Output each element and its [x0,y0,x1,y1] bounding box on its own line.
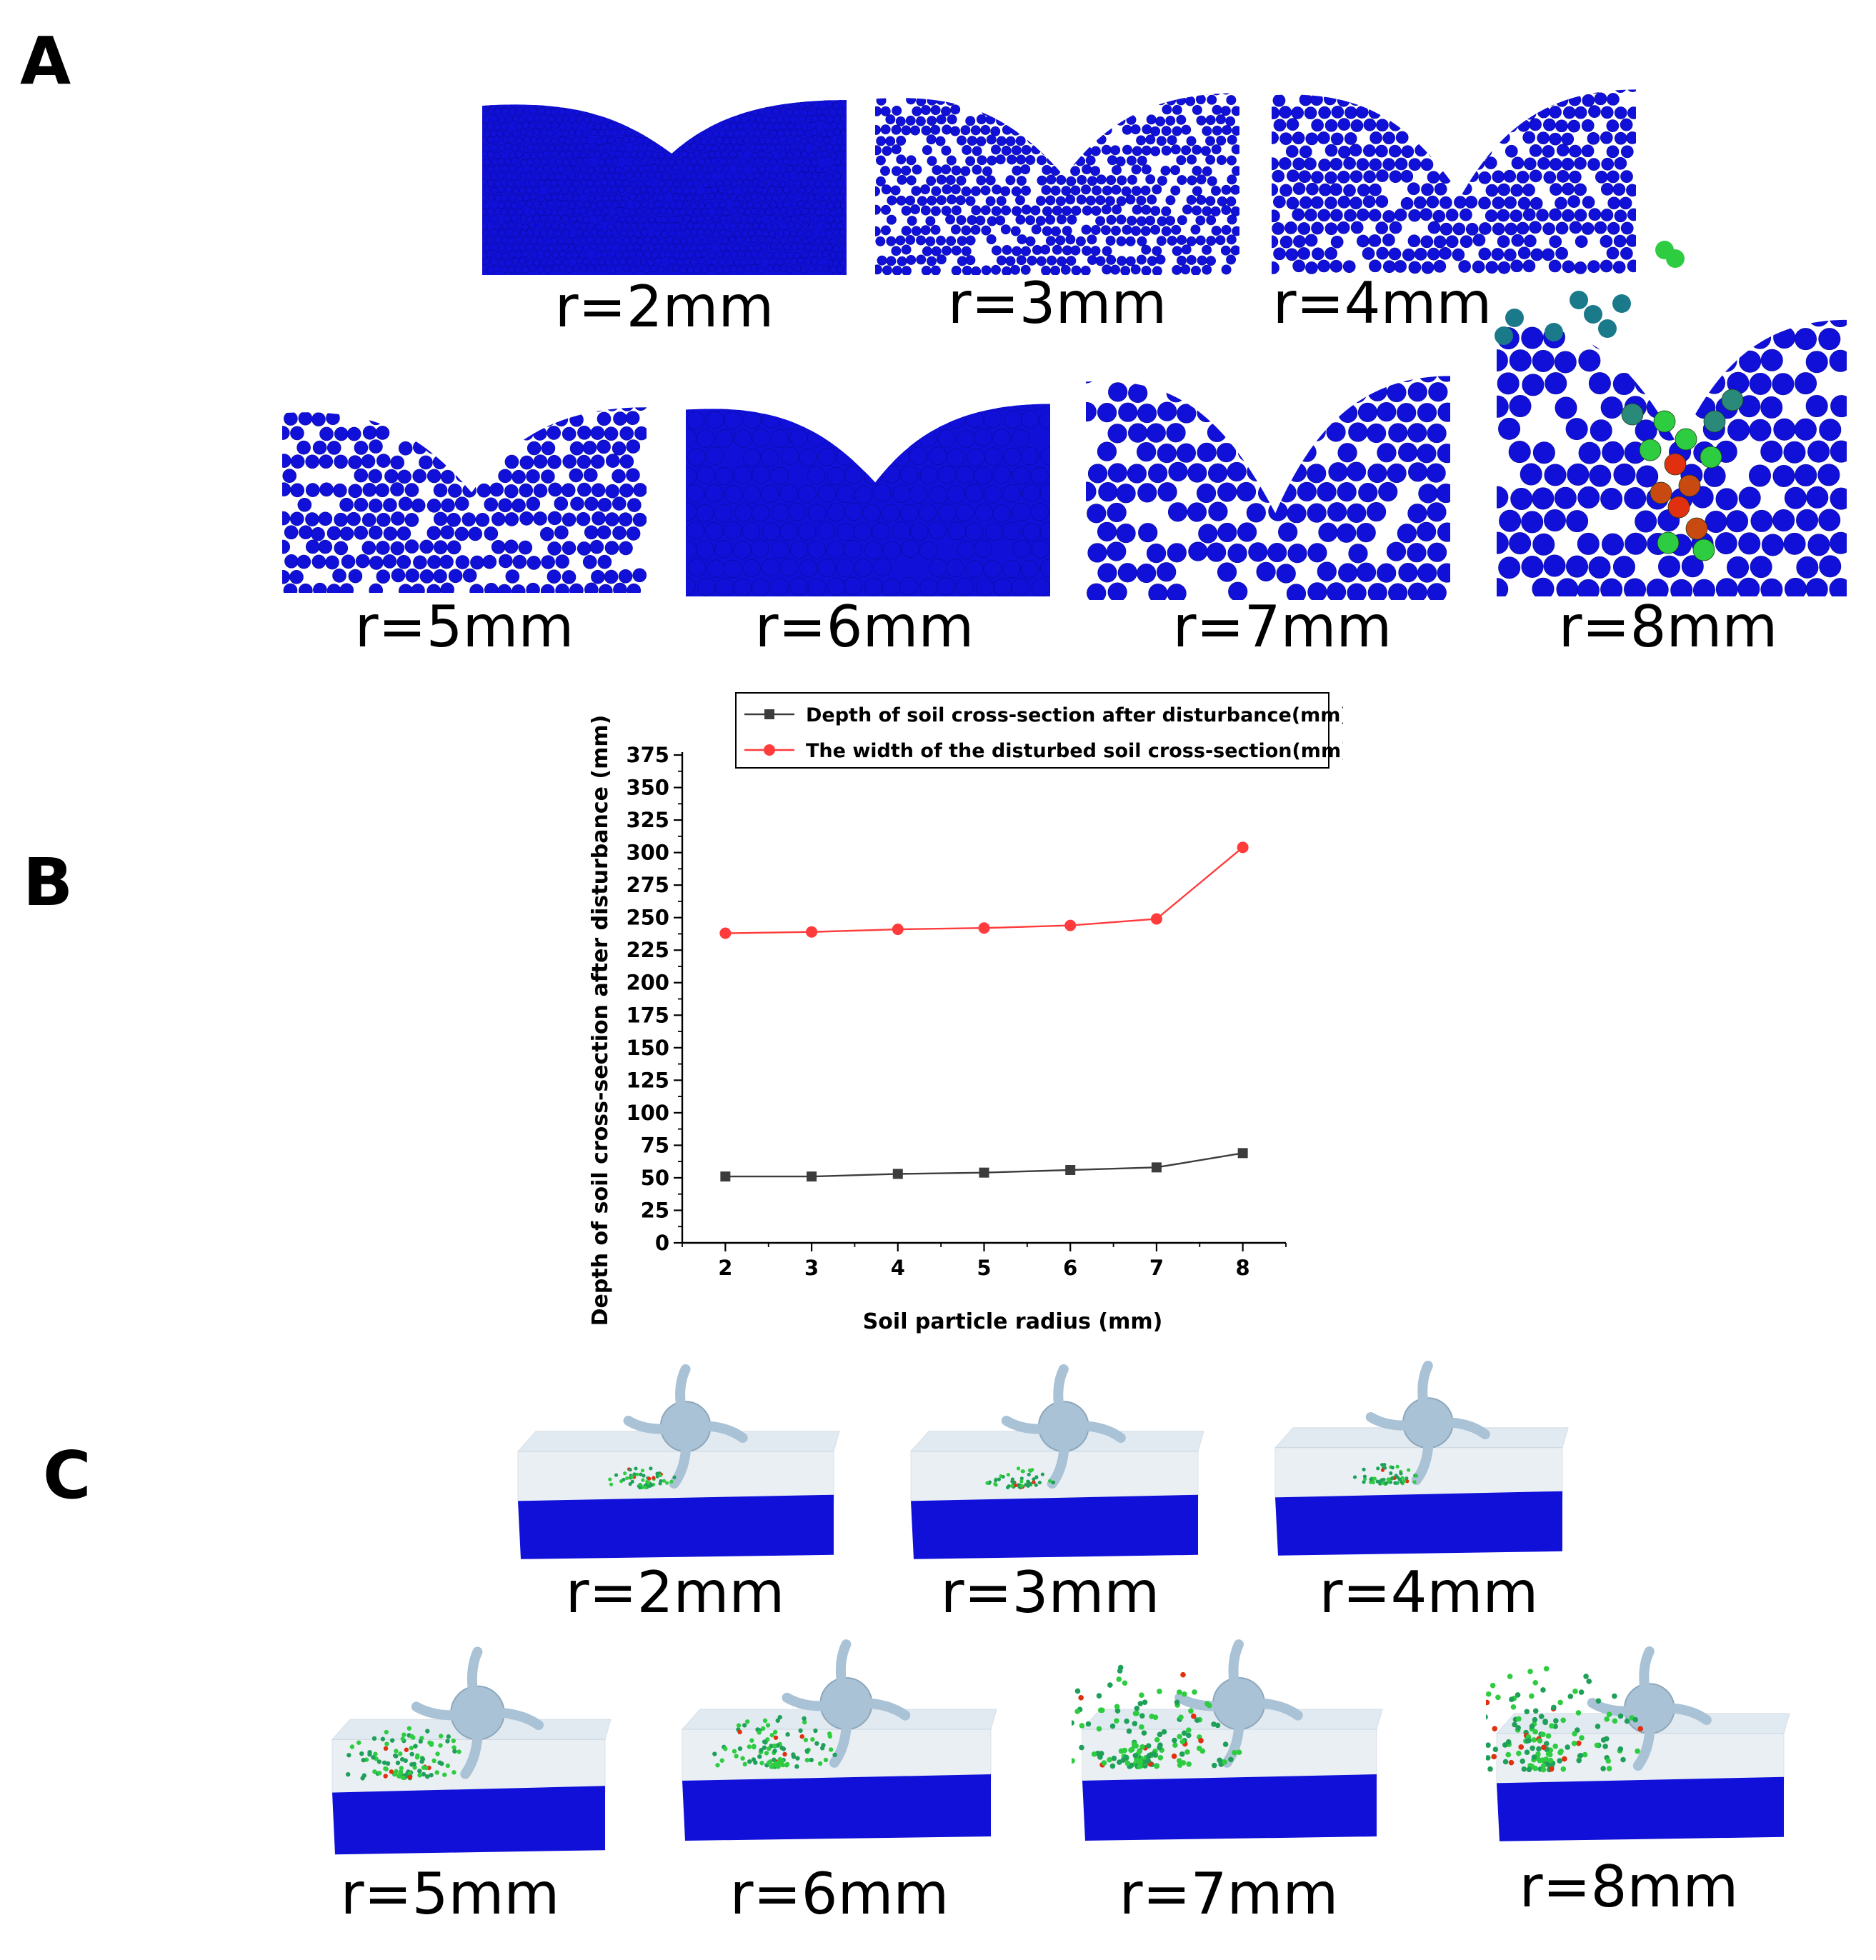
y-tick-label: 375 [626,743,669,767]
series-2-point [892,924,904,936]
y-tick-label: 275 [626,873,669,897]
legend-label-1: Depth of soil cross-section after distur… [806,704,1343,726]
panel-c-scene-8mm [1486,1646,1800,1854]
series-line-2 [725,846,1244,934]
y-tick-label: 200 [626,971,669,995]
x-tick-label: 4 [891,1256,905,1280]
panel-a-label-r7: r=7mm [1172,594,1392,660]
y-tick-label: 250 [626,906,669,930]
panel-c-scene-5mm [321,1646,622,1868]
y-tick-label: 175 [626,1003,669,1027]
chart-axes: 0255075100125150175200225250275300325350… [588,715,1287,1334]
panel-a-section-3mm [875,89,1239,275]
series-2-point [978,922,990,934]
series-2-point [719,927,732,939]
series-2-point [1237,841,1249,854]
y-tick-label: 150 [626,1036,669,1060]
y-axis-title: Depth of soil cross-section after distur… [588,715,613,1326]
panel-a-label-r5: r=5mm [354,594,574,660]
panel-a-label-r6: r=6mm [754,594,974,660]
y-tick-label: 325 [626,808,669,832]
x-tick-label: 8 [1236,1256,1250,1280]
panel-a-label-r8: r=8mm [1558,594,1778,660]
chart-legend: Depth of soil cross-section after distur… [735,692,1343,769]
panel-a-section-7mm [1086,371,1450,600]
legend-box [735,692,1329,769]
chart-series [719,841,1249,1182]
legend-marker-1 [764,709,774,719]
panel-c-scene-2mm [507,1364,850,1571]
series-2-point [1064,919,1077,931]
panel-letter-a: A [20,23,71,99]
panel-a-section-5mm [282,404,647,593]
x-tick-label: 3 [804,1256,819,1280]
panel-c-scene-7mm [1072,1639,1393,1854]
panel-a-label-r4: r=4mm [1272,270,1492,336]
legend-label-2: The width of the disturbed soil cross-se… [806,740,1343,762]
series-1-point [1151,1162,1162,1173]
y-tick-label: 225 [626,938,669,962]
panel-c-label-r8: r=8mm [1519,1854,1739,1920]
panel-c-scene-3mm [900,1364,1214,1571]
x-tick-label: 2 [718,1256,732,1280]
series-1-point [1237,1148,1248,1159]
series-1-point [979,1167,989,1178]
x-axis-title: Soil particle radius (mm) [863,1309,1163,1334]
panel-c-scene-4mm [1264,1361,1579,1568]
series-2-point [806,926,818,938]
y-tick-label: 25 [641,1198,669,1222]
panel-a-ejected-particles [1493,229,1693,371]
x-tick-label: 6 [1063,1256,1077,1280]
legend-marker-2 [764,744,775,756]
panel-c-scene-6mm [672,1639,1007,1854]
series-1-point [1065,1165,1076,1176]
series-1-point [720,1171,731,1182]
y-tick-label: 125 [626,1068,669,1092]
panel-a-section-2mm [482,96,847,275]
y-tick-label: 300 [626,841,669,865]
panel-a-label-r2: r=2mm [554,274,774,340]
panel-c-label-r4: r=4mm [1319,1559,1539,1626]
panel-c-label-r3: r=3mm [940,1559,1160,1626]
panel-c-label-r7: r=7mm [1119,1861,1339,1927]
panel-a-section-4mm [1272,86,1636,279]
series-2-point [1150,913,1162,925]
series-1-point [807,1171,817,1182]
panel-c-label-r5: r=5mm [340,1861,560,1927]
panel-letter-b: B [23,844,74,921]
panel-a-section-6mm [686,400,1050,596]
y-tick-label: 0 [655,1231,669,1255]
panel-a-section-8mm [1497,314,1847,596]
x-tick-label: 7 [1149,1256,1164,1280]
line-chart: Depth of soil cross-section after distur… [588,692,1343,1334]
x-tick-label: 5 [977,1256,991,1280]
panel-a-label-r3: r=3mm [947,270,1167,336]
panel-c-label-r2: r=2mm [565,1559,785,1626]
panel-c-label-r6: r=6mm [729,1861,949,1927]
y-tick-label: 50 [641,1166,669,1190]
y-tick-label: 350 [626,776,669,800]
series-1-point [892,1169,903,1179]
y-tick-label: 100 [626,1101,669,1125]
y-tick-label: 75 [641,1133,669,1157]
panel-letter-c: C [43,1437,91,1514]
